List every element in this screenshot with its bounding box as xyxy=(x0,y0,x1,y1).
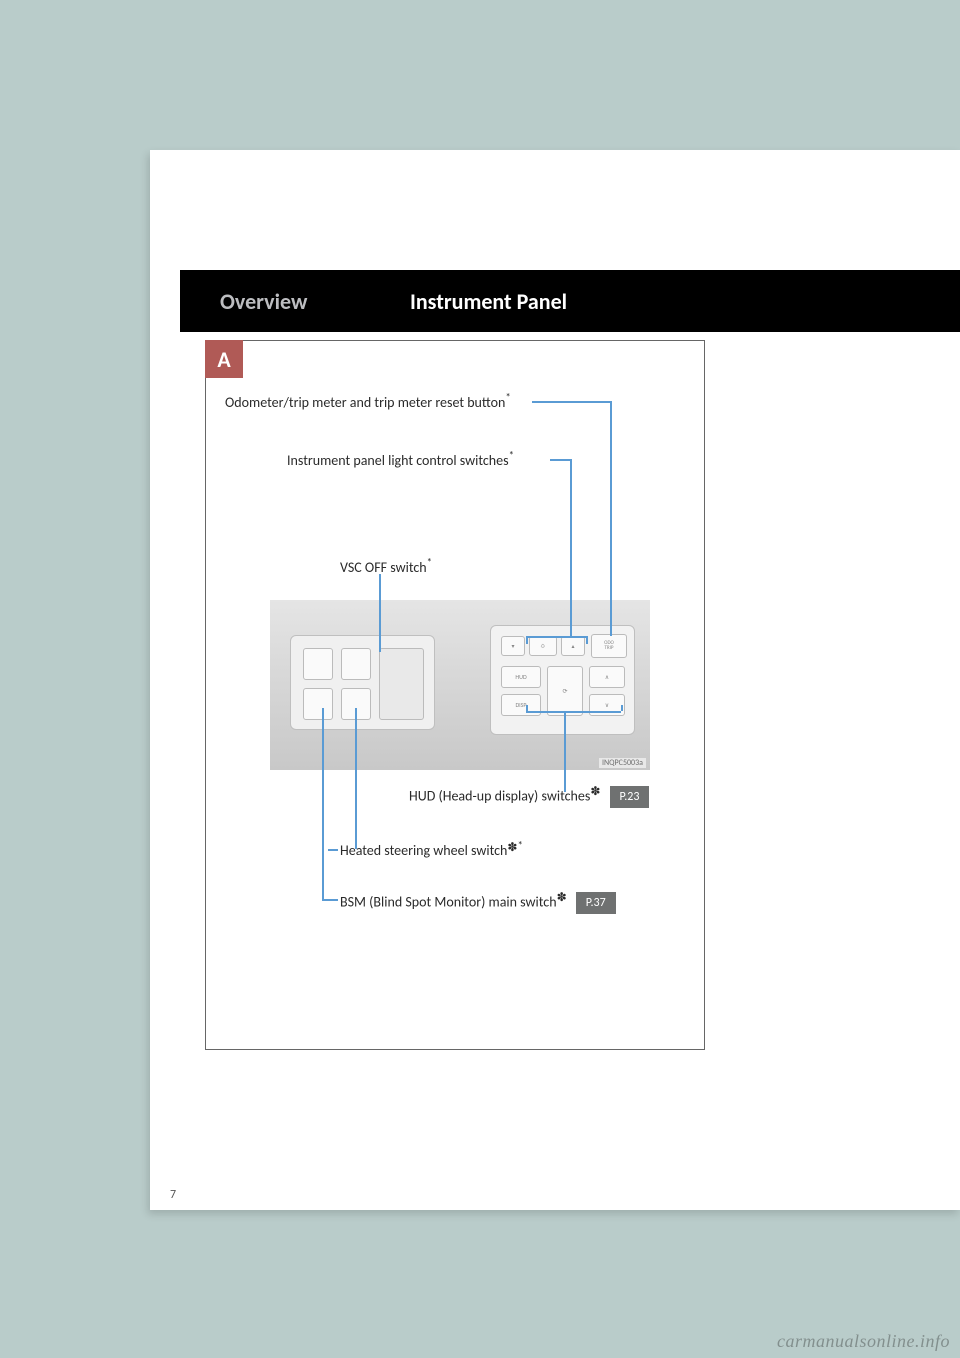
down-arrow-icon: ∨ xyxy=(589,694,625,716)
page-header: Overview Instrument Panel xyxy=(180,270,960,332)
brightness-up-icon: ▴ xyxy=(561,636,585,656)
leader-line xyxy=(610,401,612,636)
leader-line xyxy=(336,849,338,851)
asterisk-icon: * xyxy=(517,839,522,852)
blank-switch-area xyxy=(379,648,424,720)
asterisk-icon: * xyxy=(427,556,432,569)
page-title: Instrument Panel xyxy=(410,288,567,315)
leader-line xyxy=(570,459,572,636)
control-panel-photo: ▾ ☼ ▴ ODO TRIP HUD DISP ⟳ ∧ ∨ INQPC5003a xyxy=(270,600,650,770)
section-label: Overview xyxy=(180,288,410,315)
odo-trip-button-icon: ODO TRIP xyxy=(591,634,627,658)
label-hud: HUD (Head-up display) switches✽ P.23 xyxy=(409,786,649,808)
page-ref-bsm: P.37 xyxy=(576,892,616,914)
reference-mark-icon: ✽ xyxy=(590,784,600,798)
hud-button-icon: HUD xyxy=(501,666,541,688)
disp-button-icon: DISP xyxy=(501,694,541,716)
leader-line xyxy=(379,574,381,652)
page-number: 7 xyxy=(170,1188,176,1202)
bsm-switch-icon xyxy=(303,648,333,680)
leader-line xyxy=(526,636,586,638)
leader-line xyxy=(526,636,528,644)
image-code: INQPC5003a xyxy=(599,758,646,768)
leader-line xyxy=(621,705,623,711)
vsc-off-switch-icon xyxy=(341,648,371,680)
brightness-down-icon: ▾ xyxy=(501,636,525,656)
watermark: carmanualsonline.info xyxy=(777,1331,950,1352)
panel-badge-a: A xyxy=(205,340,243,378)
leader-line xyxy=(532,401,610,403)
label-light-control: Instrument panel light control switches* xyxy=(287,452,514,469)
right-switch-cluster: ▾ ☼ ▴ ODO TRIP HUD DISP ⟳ ∧ ∨ xyxy=(490,625,635,735)
page-ref-hud: P.23 xyxy=(610,786,650,808)
label-heated-wheel: Heated steering wheel switch✽* xyxy=(340,842,523,859)
brightness-icon: ☼ xyxy=(529,636,557,656)
nav-pad-icon: ⟳ xyxy=(547,666,583,716)
label-odometer: Odometer/trip meter and trip meter reset… xyxy=(225,394,511,411)
leader-line xyxy=(564,711,566,792)
leader-line xyxy=(355,708,357,849)
asterisk-icon: * xyxy=(509,449,514,462)
badge-letter: A xyxy=(217,346,230,373)
leader-line xyxy=(322,708,324,899)
leader-line xyxy=(550,459,570,461)
manual-page: Overview Instrument Panel A Odometer/tri… xyxy=(150,150,960,1210)
switch-icon xyxy=(303,688,333,720)
asterisk-icon: * xyxy=(505,391,510,404)
left-switch-cluster xyxy=(290,635,435,730)
label-bsm: BSM (Blind Spot Monitor) main switch✽ P.… xyxy=(340,892,616,914)
label-vsc: VSC OFF switch* xyxy=(340,559,432,576)
reference-mark-icon: ✽ xyxy=(507,840,517,854)
leader-line xyxy=(526,705,528,711)
leader-line xyxy=(586,636,588,644)
reference-mark-icon: ✽ xyxy=(557,890,567,904)
up-arrow-icon: ∧ xyxy=(589,666,625,688)
panel-border-top xyxy=(243,340,705,341)
leader-line xyxy=(526,711,621,713)
leader-line xyxy=(322,899,338,901)
